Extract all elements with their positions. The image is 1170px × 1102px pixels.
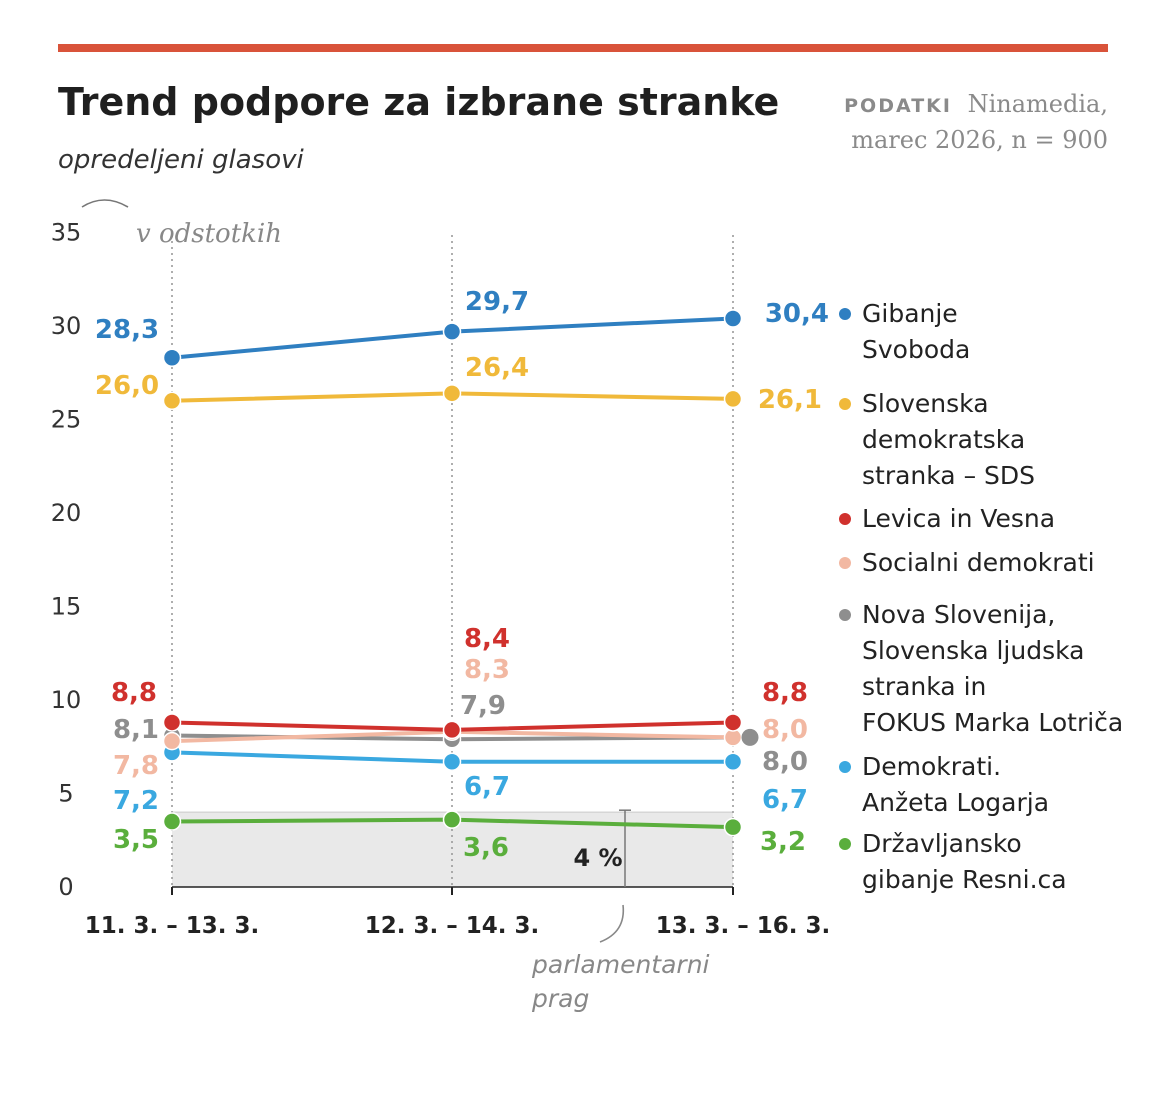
legend-marker-sd xyxy=(839,557,851,569)
data-point-sds xyxy=(162,391,182,411)
x-tick-label: 13. 3. – 16. 3. xyxy=(656,913,831,939)
data-point-sd xyxy=(162,731,182,751)
data-point-levica xyxy=(162,713,182,732)
y-axis-unit-label: v odstotkih xyxy=(136,219,282,249)
y-tick-label: 25 xyxy=(51,406,82,434)
data-point-resni xyxy=(162,812,182,831)
threshold-note-line2: prag xyxy=(531,984,589,1013)
data-label-nsi: 8,1 xyxy=(113,715,159,745)
x-tick-label: 12. 3. – 14. 3. xyxy=(365,913,540,939)
data-label-dem: 7,2 xyxy=(113,786,159,816)
data-label-sd: 8,0 xyxy=(762,715,808,745)
chart-title: Trend podpore za izbrane stranke xyxy=(58,80,779,124)
legend-label-nsi: Slovenska ljudska xyxy=(862,636,1084,665)
x-tick-label: 11. 3. – 13. 3. xyxy=(85,913,260,939)
data-point-dem xyxy=(723,752,743,771)
y-tick-label: 30 xyxy=(51,312,82,340)
y-tick-label: 20 xyxy=(51,499,82,527)
threshold-note-line1: parlamentarni xyxy=(531,950,710,979)
data-label-dem: 6,7 xyxy=(762,785,808,815)
data-label-resni: 3,5 xyxy=(113,825,159,855)
legend-label-levica: Levica in Vesna xyxy=(862,504,1055,533)
data-label-levica: 8,4 xyxy=(464,624,510,654)
data-point-gs xyxy=(162,348,182,368)
data-label-sds: 26,4 xyxy=(465,353,529,383)
y-tick-label: 0 xyxy=(58,873,73,901)
data-label-resni: 3,6 xyxy=(463,833,509,863)
legend-label-nsi: FOKUS Marka Lotriča xyxy=(862,708,1123,737)
data-label-levica: 8,8 xyxy=(762,678,808,708)
data-point-resni xyxy=(723,817,743,837)
data-label-gs: 29,7 xyxy=(465,287,529,317)
legend-label-gs: Gibanje xyxy=(862,299,958,328)
data-label-nsi: 8,0 xyxy=(762,747,808,777)
threshold-note-arc xyxy=(599,904,625,943)
data-label-sds: 26,1 xyxy=(758,385,822,415)
data-point-nsi-end xyxy=(741,728,759,746)
legend-label-dem: Anžeta Logarja xyxy=(862,788,1049,817)
legend-marker-sds xyxy=(839,398,851,410)
threshold-value-label: 4 % xyxy=(573,844,622,872)
y-unit-arc xyxy=(81,199,129,208)
legend-marker-levica xyxy=(839,513,851,525)
data-label-sd: 8,3 xyxy=(464,655,510,685)
source-line-1: PODATKI Ninamedia, xyxy=(844,90,1108,118)
data-point-gs xyxy=(442,322,462,341)
legend-label-resni: gibanje Resni.ca xyxy=(862,865,1067,894)
legend-label-resni: Državljansko xyxy=(862,829,1022,858)
top-accent-bar xyxy=(58,44,1108,52)
plot-area: 0 5 10 15 20 25 30 35 v odstotkih 11. 3. – 13. 3.… xyxy=(51,199,1123,1013)
data-label-sds: 26,0 xyxy=(95,371,159,401)
y-tick-label: 5 xyxy=(58,780,73,808)
y-tick-label: 10 xyxy=(51,686,82,714)
legend-marker-dem xyxy=(839,761,851,773)
data-label-dem: 6,7 xyxy=(464,772,510,802)
legend-label-gs: Svoboda xyxy=(862,335,970,364)
legend-label-sds: stranka – SDS xyxy=(862,461,1035,490)
data-point-sds xyxy=(442,384,462,403)
data-label-nsi: 7,9 xyxy=(460,691,506,721)
legend-label-sds: Slovenska xyxy=(862,389,989,418)
legend-label-dem: Demokrati. xyxy=(862,752,1001,781)
data-label-levica: 8,8 xyxy=(111,678,157,708)
data-label-gs: 28,3 xyxy=(95,315,159,345)
data-point-levica xyxy=(723,713,743,732)
data-point-dem xyxy=(442,752,462,771)
y-tick-label: 35 xyxy=(51,219,82,247)
legend-marker-resni xyxy=(839,838,851,850)
legend-marker-gs xyxy=(839,308,851,320)
source-name: Ninamedia, xyxy=(968,90,1108,118)
legend-label-sd: Socialni demokrati xyxy=(862,548,1095,577)
source-label: PODATKI xyxy=(844,95,952,117)
data-point-resni xyxy=(442,810,462,829)
y-tick-label: 15 xyxy=(51,593,82,621)
data-point-gs xyxy=(723,309,743,328)
data-label-gs: 30,4 xyxy=(765,299,829,329)
legend-label-sds: demokratska xyxy=(862,425,1025,454)
legend-label-nsi: Nova Slovenija, xyxy=(862,600,1055,629)
data-point-levica xyxy=(442,720,462,740)
legend-marker-nsi xyxy=(839,609,851,621)
data-label-resni: 3,2 xyxy=(760,827,806,857)
data-point-sds xyxy=(723,389,743,409)
data-label-sd: 7,8 xyxy=(113,751,159,781)
source-detail: marec 2026, n = 900 xyxy=(851,126,1108,154)
chart-subtitle: opredeljeni glasovi xyxy=(58,145,305,175)
legend-label-nsi: stranka in xyxy=(862,672,986,701)
